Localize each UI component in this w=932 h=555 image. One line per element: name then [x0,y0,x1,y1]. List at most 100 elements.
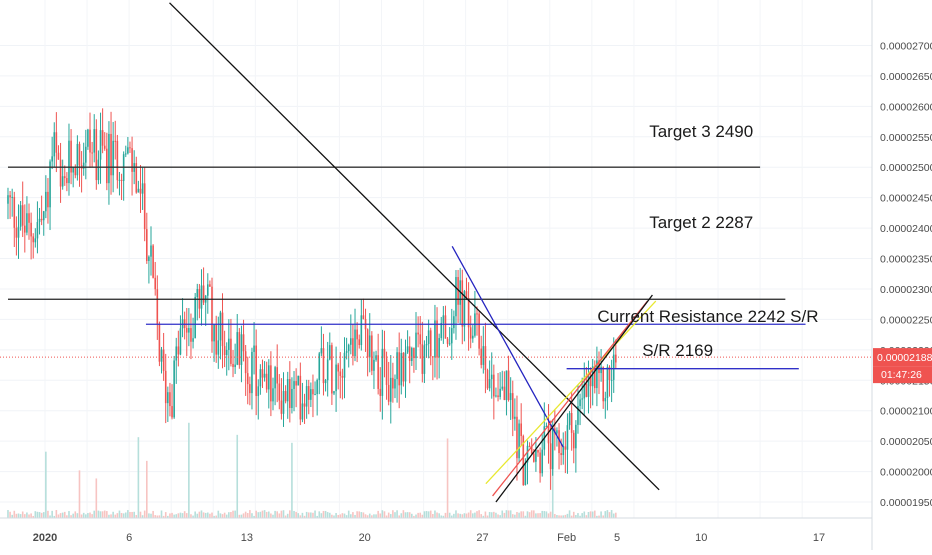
candle-body [501,386,504,389]
volume-bar [554,514,556,518]
candle-body [40,218,43,221]
volume-bar [434,510,436,518]
candle-body [61,176,64,187]
volume-bar [19,514,22,518]
candle-body [333,391,335,394]
y-tick-label: 0.00002500 [880,162,932,174]
candle-body [139,188,142,194]
candle-body [480,348,483,365]
volume-bar [57,514,60,518]
trend-line [169,2,660,491]
volume-bar [564,514,567,518]
y-tick-label: 0.00002650 [880,71,932,83]
candle-body [72,167,74,173]
volume-bar [339,514,342,518]
volume-bar [158,515,161,518]
candle-body [326,359,329,381]
candle-body [356,329,358,340]
volume-bar [87,513,89,518]
candle-body [316,379,318,395]
volume-bar [129,511,131,518]
x-tick-label: 27 [476,532,488,544]
volume-bar [392,510,394,518]
candle-body [236,332,239,365]
volume-bar [236,434,239,518]
candle-body [24,225,26,233]
volume-bar [558,515,560,518]
candle-body [503,386,506,401]
volume-bar [598,515,600,518]
volume-bar [7,510,9,518]
volume-bar [49,515,51,518]
candle-body [345,351,348,353]
volume-bar [263,510,266,518]
candle-body [47,191,49,208]
countdown-box [873,366,932,384]
candle-body [411,348,413,361]
volume-bar [47,510,49,518]
volume-bar [259,511,262,518]
volume-bar [615,512,617,518]
volume-bar [59,513,62,518]
candle-body [434,320,436,358]
price-tag-box [873,348,932,367]
volume-bar [371,515,373,518]
volume-bar [528,512,531,518]
candle-body [106,148,108,184]
volume-bar [194,511,196,518]
volume-bar [356,511,358,518]
candle-body [343,352,346,378]
annotation-label: Target 2 2287 [649,213,753,232]
candle-body [171,406,173,418]
candle-body [76,143,79,176]
candle-body [95,129,98,181]
candle-body [455,277,457,317]
y-tick-label: 0.00002350 [880,254,932,266]
candle-body [541,449,544,474]
candle-body [314,394,316,396]
volume-bar [337,514,339,518]
candle-body [255,345,257,397]
volume-bar [307,512,310,518]
volume-bar [238,514,241,518]
candle-body [373,359,375,371]
volume-bar [183,511,186,518]
volume-bar [145,460,148,518]
candle-body [589,375,592,387]
candle-body [602,366,605,402]
candle-body [570,413,573,433]
volume-bar [137,437,140,518]
candle-body [516,416,518,459]
volume-bar [240,514,243,518]
volume-bar [385,515,388,518]
candle-body [562,446,565,456]
volume-bar [11,514,13,518]
volume-bar [120,513,123,518]
volume-bar [413,515,415,518]
volume-bar [379,513,382,518]
candle-body [299,375,302,420]
candle-body [196,289,199,298]
volume-bar [76,513,79,518]
candle-body [158,323,161,362]
x-tick-label: 5 [614,532,620,544]
volume-bar [261,510,264,518]
candle-body [379,388,382,396]
volume-bar [463,513,466,518]
candle-body [164,370,167,404]
candle-body [261,369,264,378]
volume-bar [265,511,268,518]
candle-body [577,406,579,425]
volume-bar [274,510,276,518]
candle-body [610,379,613,381]
candle-body [394,379,396,389]
volume-bar [328,512,331,518]
candle-body [385,358,388,385]
candle-body [310,389,312,400]
volume-bar [148,513,150,518]
volume-bar [177,513,180,518]
y-tick-label: 0.00002600 [880,101,932,113]
volume-bar [495,512,497,518]
volume-bar [524,515,527,518]
volume-bar [26,512,28,518]
